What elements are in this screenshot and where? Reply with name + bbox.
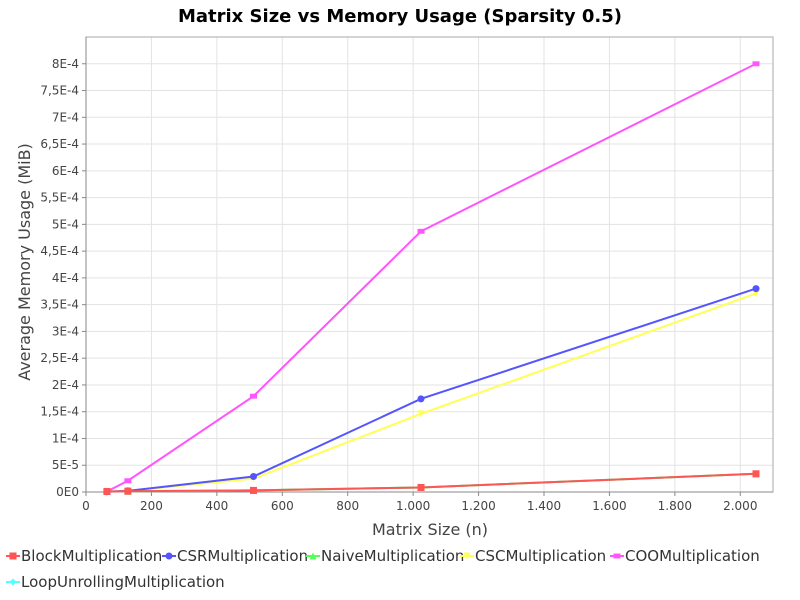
y-axis-label: Average Memory Usage (MiB) <box>15 143 34 381</box>
data-point <box>249 393 257 399</box>
y-tick-label: 5E-5 <box>52 458 79 472</box>
x-tick-label: 0 <box>82 499 90 513</box>
data-point <box>124 487 132 495</box>
data-point <box>103 487 111 495</box>
x-axis-label: Matrix Size (n) <box>372 520 488 539</box>
legend-item: BlockMultiplication <box>6 547 162 565</box>
data-point <box>752 285 760 293</box>
legend-label: NaiveMultiplication <box>321 547 464 565</box>
legend-swatch-marker <box>9 552 17 560</box>
data-point <box>752 61 760 67</box>
data-point <box>249 486 257 494</box>
y-tick-label: 5,5E-4 <box>40 191 79 205</box>
plot-area: 0E0 5E-5 1E-4 1,5E-4 2E-4 2,5E-4 3E-4 3,5E-4 4E-… <box>40 36 774 513</box>
x-tick-label: 1.400 <box>527 499 561 513</box>
legend-label: CSRMultiplication <box>177 547 308 565</box>
x-tick-label: 600 <box>271 499 294 513</box>
legend-label: BlockMultiplication <box>21 547 162 565</box>
legend-item: NaiveMultiplication <box>306 547 464 565</box>
x-tick-label: 1.600 <box>592 499 626 513</box>
y-tick-label: 4E-4 <box>52 271 79 285</box>
legend-item: CSCMultiplication <box>460 547 606 565</box>
data-point <box>417 395 425 403</box>
y-tick-label: 3,5E-4 <box>40 298 79 312</box>
x-tick-label: 2.000 <box>723 499 757 513</box>
legend-label: CSCMultiplication <box>475 547 606 565</box>
x-tick-label: 1.800 <box>658 499 692 513</box>
legend-item: COOMultiplication <box>610 547 760 565</box>
legend-swatch-marker <box>613 553 621 559</box>
legend-swatch-marker <box>165 552 173 560</box>
y-tick-label: 7,5E-4 <box>40 84 79 98</box>
x-tick-label: 1.000 <box>396 499 430 513</box>
chart-title: Matrix Size vs Memory Usage (Sparsity 0.… <box>178 6 622 27</box>
legend-label: COOMultiplication <box>625 547 760 565</box>
y-tick-label: 8E-4 <box>52 57 79 71</box>
y-tick-label: 2,5E-4 <box>40 351 79 365</box>
legend-label: LoopUnrollingMultiplication <box>21 573 225 591</box>
plot-background <box>86 37 773 492</box>
y-tick-label: 3E-4 <box>52 324 79 338</box>
series-BlockMultiplication <box>103 470 760 495</box>
data-point <box>752 289 760 297</box>
data-point <box>752 470 760 478</box>
y-tick-label: 1E-4 <box>52 431 79 445</box>
y-tick-label: 1,5E-4 <box>40 405 79 419</box>
y-tick-label: 2E-4 <box>52 378 79 392</box>
y-tick-label: 7E-4 <box>52 110 79 124</box>
x-tick-label: 200 <box>140 499 163 513</box>
y-tick-label: 6E-4 <box>52 164 79 178</box>
y-tick-label: 5E-4 <box>52 217 79 231</box>
legend: BlockMultiplication CSRMultiplication Naiv… <box>6 547 760 591</box>
data-point <box>249 472 257 480</box>
x-tick-label: 800 <box>336 499 359 513</box>
y-tick-label: 0E0 <box>56 485 79 499</box>
x-tick-label: 400 <box>205 499 228 513</box>
y-tick-label: 4,5E-4 <box>40 244 79 258</box>
data-point <box>417 228 425 234</box>
x-tick-label: 1.200 <box>461 499 495 513</box>
data-point <box>124 478 132 484</box>
legend-item: CSRMultiplication <box>162 547 308 565</box>
data-point <box>417 483 425 491</box>
y-tick-label: 6,5E-4 <box>40 137 79 151</box>
legend-swatch-marker <box>463 552 471 560</box>
legend-swatch-marker <box>9 578 17 586</box>
data-point <box>417 410 425 418</box>
legend-swatch-marker <box>309 552 317 560</box>
legend-item: LoopUnrollingMultiplication <box>6 573 225 591</box>
